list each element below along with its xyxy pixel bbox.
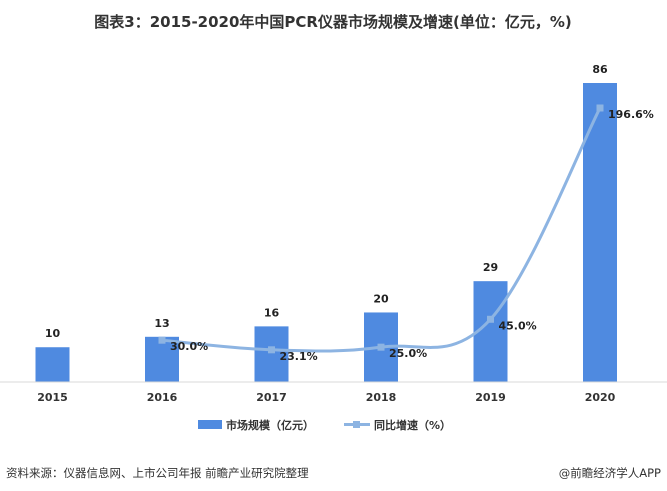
x-tick-2020: 2020 <box>585 391 616 404</box>
x-axis-ticks: 2015 2016 2017 2018 2019 2020 <box>37 391 615 404</box>
legend-swatch-bar <box>198 420 222 429</box>
brand-credit: @前瞻经济学人APP <box>559 466 661 480</box>
point-label-2018: 25.0% <box>389 347 427 360</box>
bar-label-2017: 16 <box>264 306 280 319</box>
x-tick-2015: 2015 <box>37 391 68 404</box>
point-label-2017: 23.1% <box>280 350 318 363</box>
legend-label-bar: 市场规模（亿元） <box>226 418 314 432</box>
point-label-2016: 30.0% <box>170 340 208 353</box>
bar-label-2018: 20 <box>373 292 389 305</box>
bar-label-2016: 13 <box>154 317 169 330</box>
bar-2017 <box>254 326 289 382</box>
growth-points <box>158 104 604 354</box>
bar-label-2020: 86 <box>592 63 608 76</box>
chart-title: 图表3：2015-2020年中国PCR仪器市场规模及增速(单位：亿元，%) <box>94 13 571 31</box>
x-tick-2018: 2018 <box>366 391 397 404</box>
legend-label-line: 同比增速（%） <box>374 418 451 432</box>
point-2016 <box>158 336 166 344</box>
bar-label-2015: 10 <box>45 327 61 340</box>
growth-value-labels: 30.0% 23.1% 25.0% 45.0% 196.6% <box>170 108 654 363</box>
bar-2016 <box>145 336 179 382</box>
bar-2020 <box>583 83 617 382</box>
legend-swatch-marker <box>353 421 360 428</box>
point-2019 <box>487 315 494 323</box>
x-tick-2016: 2016 <box>147 391 178 404</box>
point-2020 <box>596 104 604 112</box>
x-tick-2017: 2017 <box>256 391 287 404</box>
point-2017 <box>268 346 275 354</box>
source-note: 资料来源：仪器信息网、上市公司年报 前瞻产业研究院整理 <box>6 466 309 480</box>
growth-line <box>160 106 602 353</box>
point-label-2019: 45.0% <box>499 319 537 332</box>
point-label-2020: 196.6% <box>608 108 654 121</box>
point-2018 <box>377 343 385 351</box>
legend: 市场规模（亿元） 同比增速（%） <box>198 418 451 432</box>
bar-2015 <box>35 347 70 382</box>
x-tick-2019: 2019 <box>475 391 506 404</box>
bar-label-2019: 29 <box>483 261 498 274</box>
bar-value-labels: 10 13 16 20 29 86 <box>45 63 608 340</box>
bar-series <box>35 83 617 382</box>
